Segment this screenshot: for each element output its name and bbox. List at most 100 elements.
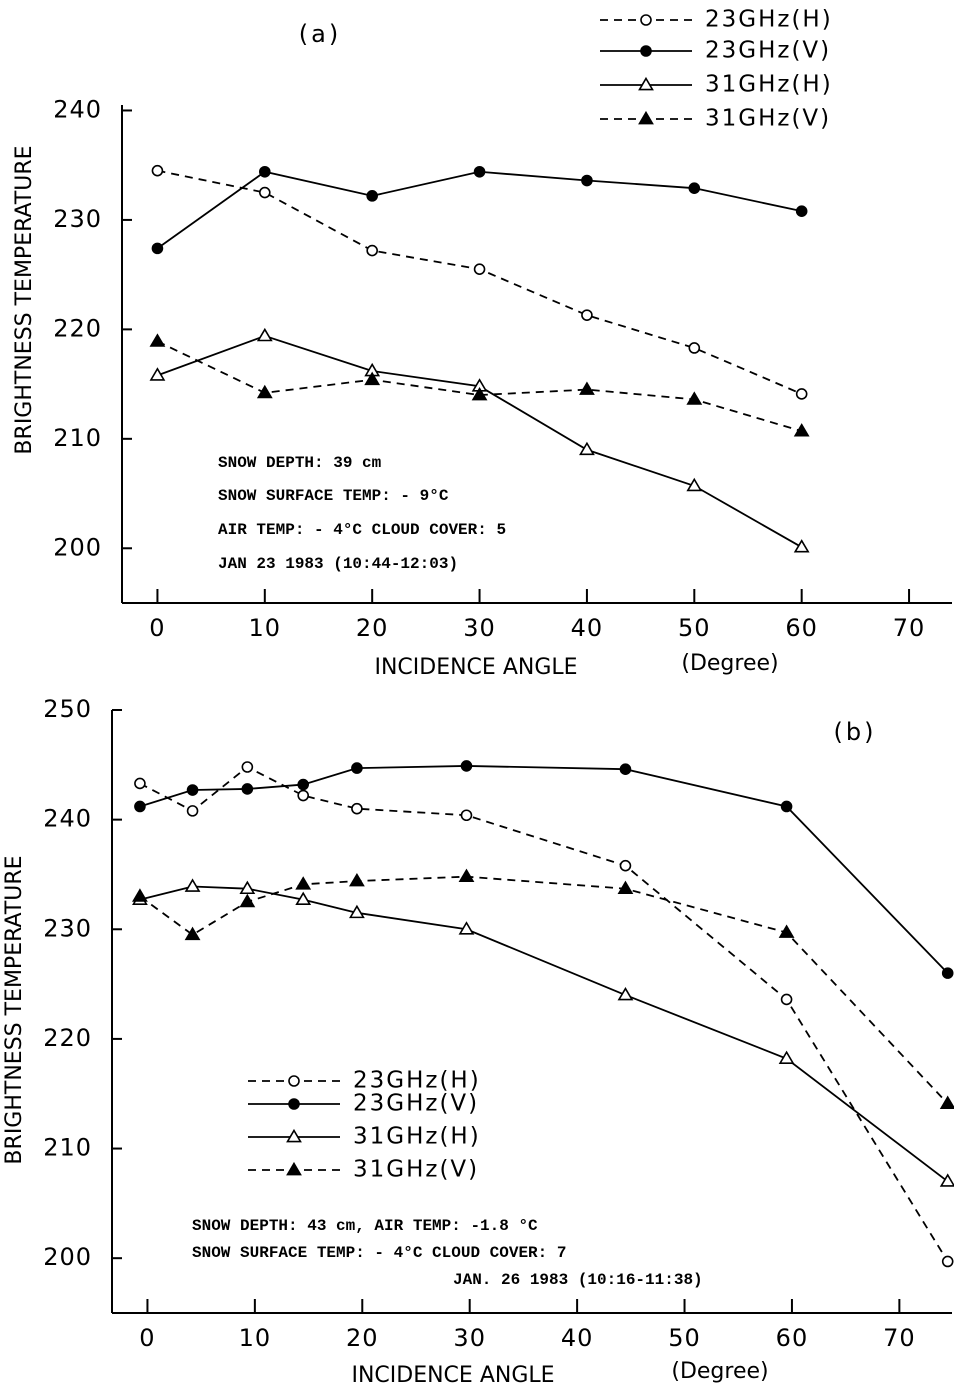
- marker: [149, 367, 166, 381]
- marker: [256, 327, 273, 342]
- chart-title: (b): [834, 718, 877, 746]
- chart: 200 210 220 230 240 250 0 10 20 30 40 50 60 70 (b) INCI…: [2, 695, 954, 1388]
- marker: [297, 778, 310, 791]
- marker: [366, 190, 378, 202]
- marker: [941, 1255, 954, 1268]
- x-tick-label: 30: [453, 1324, 486, 1352]
- x-axis-unit: (Degree): [671, 1359, 768, 1384]
- annotation: AIR TEMP: - 4°C CLOUD COVER: 5: [218, 521, 506, 539]
- marker: [259, 165, 271, 178]
- marker: [366, 244, 378, 257]
- x-tick-label: 50: [678, 614, 711, 642]
- marker: [939, 1095, 954, 1109]
- marker: [134, 777, 146, 790]
- legend-label: 31GHz(H): [353, 1124, 481, 1150]
- marker: [581, 174, 593, 187]
- marker: [151, 242, 164, 255]
- marker: [184, 878, 201, 892]
- y-tick-label: 240: [43, 805, 92, 833]
- x-tick-label: 40: [571, 614, 604, 642]
- marker: [239, 893, 256, 908]
- annotation: SNOW DEPTH: 43 cm, AIR TEMP: -1.8 °C: [192, 1217, 538, 1235]
- marker: [617, 880, 634, 895]
- marker: [939, 1173, 954, 1187]
- legend-label: 23GHz(V): [705, 38, 831, 64]
- marker: [239, 880, 256, 895]
- marker: [132, 888, 148, 902]
- legend-marker: [640, 45, 652, 57]
- x-tick-label: 20: [356, 614, 389, 642]
- marker: [579, 441, 595, 456]
- marker: [941, 967, 954, 979]
- marker: [619, 763, 632, 776]
- x-tick-label: 20: [346, 1324, 379, 1352]
- marker: [295, 876, 312, 890]
- y-tick-label: 220: [43, 1024, 92, 1052]
- marker: [460, 809, 473, 822]
- x-tick-label: 30: [463, 614, 496, 642]
- legend-marker: [288, 1075, 300, 1087]
- marker: [795, 388, 808, 400]
- marker: [184, 926, 201, 941]
- marker: [458, 868, 475, 882]
- marker: [460, 760, 473, 772]
- marker: [151, 164, 164, 177]
- chart-title: (a): [299, 20, 341, 48]
- x-tick-label: 70: [893, 614, 926, 642]
- series-line: [139, 765, 949, 1262]
- y-axis-label: BRIGHTNESS TEMPERATURE: [12, 145, 37, 454]
- marker: [241, 783, 254, 795]
- y-tick-label: 250: [43, 695, 92, 723]
- marker: [793, 539, 810, 553]
- annotation: SNOW SURFACE TEMP: - 4°C CLOUD COVER: 7: [192, 1244, 566, 1262]
- y-tick-label: 230: [53, 205, 102, 233]
- x-tick-label: 60: [776, 1324, 809, 1352]
- y-tick-label: 230: [43, 914, 92, 942]
- x-tick-label: 0: [149, 614, 165, 642]
- marker: [780, 993, 793, 1006]
- marker: [778, 1050, 795, 1064]
- legend-marker: [286, 1161, 302, 1176]
- y-tick-label: 200: [53, 533, 102, 561]
- legend-label: 31GHz(V): [353, 1157, 479, 1183]
- marker: [473, 165, 486, 178]
- marker: [619, 859, 632, 872]
- legend-label: 31GHz(V): [705, 106, 831, 132]
- marker: [259, 186, 271, 199]
- marker: [297, 789, 310, 802]
- legend-marker: [640, 14, 652, 26]
- series-line: [157, 334, 803, 548]
- x-tick-label: 10: [239, 1324, 272, 1352]
- annotation: SNOW SURFACE TEMP: - 9°C: [218, 487, 449, 505]
- marker: [351, 802, 363, 815]
- marker: [458, 921, 475, 935]
- chart: 200 210 220 230 240 0 10 20 30 40 50 60 70 (a) INCIDEN…: [12, 7, 952, 680]
- x-axis-unit: (Degree): [681, 651, 778, 676]
- marker: [256, 384, 273, 399]
- series-line: [156, 170, 802, 250]
- marker: [473, 263, 486, 275]
- marker: [688, 182, 701, 194]
- x-axis-label: INCIDENCE ANGLE: [351, 1363, 554, 1388]
- marker: [780, 800, 793, 813]
- y-tick-label: 220: [53, 314, 102, 342]
- y-tick-label: 240: [53, 95, 102, 123]
- legend-label: 23GHz(H): [353, 1068, 481, 1094]
- series-line: [139, 875, 949, 1105]
- marker: [471, 386, 488, 401]
- marker: [149, 333, 166, 347]
- x-tick-label: 60: [785, 614, 818, 642]
- legend-label: 23GHz(V): [353, 1091, 479, 1117]
- marker: [349, 872, 365, 887]
- marker: [778, 924, 795, 938]
- legend-label: 23GHz(H): [705, 7, 833, 33]
- marker: [351, 762, 363, 774]
- marker: [186, 784, 199, 796]
- marker: [241, 761, 254, 773]
- marker: [688, 342, 701, 354]
- marker: [617, 986, 634, 1001]
- legend-marker: [638, 110, 654, 125]
- marker: [686, 477, 703, 492]
- y-tick-label: 210: [53, 424, 102, 452]
